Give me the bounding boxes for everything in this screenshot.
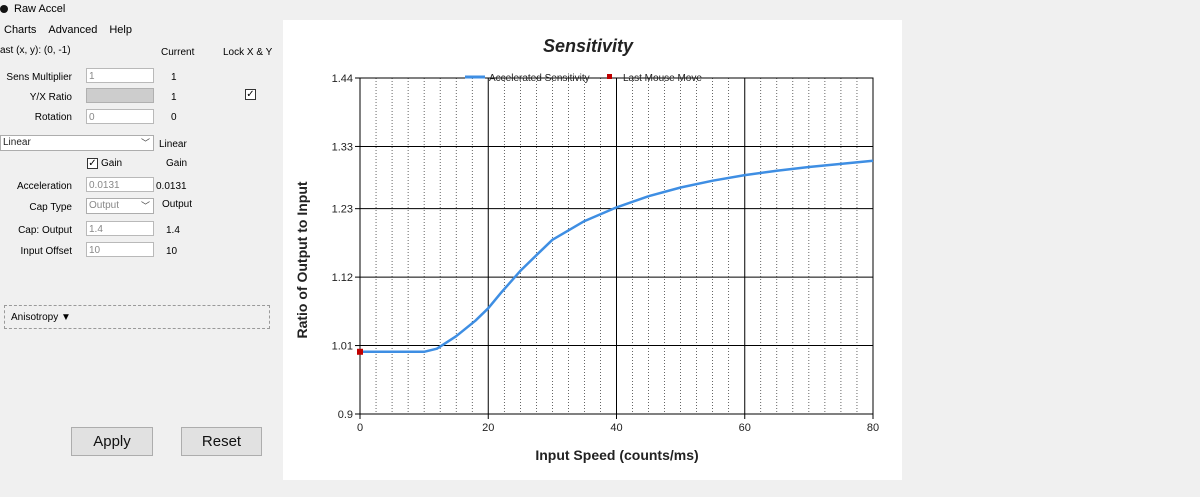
x-tick-label: 0 (357, 422, 363, 434)
x-tick-label: 20 (482, 422, 494, 434)
chart-title: Sensitivity (543, 36, 634, 56)
menu-charts[interactable]: Charts (4, 24, 37, 36)
y-tick-label: 1.33 (332, 141, 353, 153)
gain-current: Gain (166, 158, 188, 169)
rotation-current: 0 (171, 112, 177, 123)
lock-xy-checkbox[interactable]: ✓ (245, 89, 256, 100)
cap-type-dropdown[interactable]: Output ﹀ (86, 198, 154, 214)
y-tick-label: 0.9 (338, 409, 353, 421)
yx-ratio-input[interactable] (86, 88, 154, 103)
chart-panel: Sensitivity 0 20 40 60 80 1.44 1.33 1.23 1.12 1.0… (283, 20, 902, 480)
legend-marker-swatch (607, 74, 612, 79)
acceleration-label: Acceleration (16, 181, 72, 192)
chart-grid (359, 77, 874, 415)
app-icon (0, 5, 8, 13)
anisotropy-toggle[interactable]: Anisotropy ▼ (4, 305, 270, 329)
x-tick-label: 40 (610, 422, 622, 434)
gain-checkbox[interactable]: ✓ (87, 158, 98, 169)
y-tick-label: 1.23 (332, 204, 353, 216)
x-tick-label: 80 (867, 422, 879, 434)
cap-type-selected: Output (89, 200, 120, 211)
y-tick-label: 1.01 (332, 341, 353, 353)
yx-ratio-label: Y/X Ratio (29, 92, 72, 103)
gain-label: Gain (101, 158, 123, 169)
cap-type-label: Cap Type (29, 202, 72, 213)
checkmark-icon: ✓ (88, 157, 97, 169)
sens-multiplier-input[interactable]: 1 (86, 68, 154, 83)
x-tick-label: 60 (739, 422, 751, 434)
right-empty-panel (902, 20, 1200, 480)
y-tick-label: 1.44 (332, 73, 353, 85)
checkmark-icon: ✓ (246, 88, 255, 100)
menu-bar: Charts Advanced Help (0, 22, 140, 40)
accel-type-current: Linear (159, 139, 187, 150)
reset-button[interactable]: Reset (181, 427, 262, 456)
chevron-down-icon: ﹀ (140, 201, 150, 211)
legend-marker-label: Last Mouse Move (623, 73, 702, 84)
rotation-input[interactable]: 0 (86, 109, 154, 124)
x-axis-label: Input Speed (counts/ms) (535, 447, 698, 463)
y-tick-label: 1.12 (332, 272, 353, 284)
legend-series-label: Accelerated Sensitivity (489, 73, 590, 84)
lock-xy-label: Lock X & Y (223, 47, 273, 58)
chart-series-layer (357, 159, 874, 355)
sensitivity-chart: Sensitivity 0 20 40 60 80 1.44 1.33 1.23 1.12 1.0… (294, 36, 880, 463)
rotation-label: Rotation (34, 112, 72, 123)
sens-multiplier-label: Sens Multiplier (6, 72, 72, 83)
accel-type-selected: Linear (3, 137, 31, 148)
current-header: Current (161, 47, 195, 58)
series-line-accelerated-sensitivity (360, 159, 874, 354)
chevron-down-icon: ﹀ (140, 138, 150, 148)
yx-ratio-current: 1 (171, 92, 177, 103)
chart-ticks: 0 20 40 60 80 1.44 1.33 1.23 1.12 1.01 0.9 (332, 73, 880, 434)
cap-output-label: Cap: Output (18, 225, 72, 236)
window-title-bar: Raw Accel (0, 0, 290, 18)
input-offset-current: 10 (166, 246, 178, 257)
sens-multiplier-current: 1 (171, 72, 177, 83)
anisotropy-label: Anisotropy ▼ (11, 312, 71, 323)
last-mouse-move-marker (357, 348, 363, 355)
menu-advanced[interactable]: Advanced (48, 24, 98, 36)
acceleration-current: 0.0131 (156, 181, 187, 192)
accel-type-dropdown[interactable]: Linear ﹀ (0, 135, 154, 151)
menu-help[interactable]: Help (109, 24, 132, 36)
window-title: Raw Accel (14, 3, 66, 15)
input-offset-label: Input Offset (20, 246, 72, 257)
chart-legend: Accelerated Sensitivity Last Mouse Move (465, 73, 702, 84)
last-move-coordinates: ast (x, y): (0, -1) (0, 45, 71, 56)
acceleration-input[interactable]: 0.0131 (86, 177, 154, 192)
input-offset-input[interactable]: 10 (86, 242, 154, 257)
cap-output-current: 1.4 (166, 225, 180, 236)
cap-output-input[interactable]: 1.4 (86, 221, 154, 236)
y-axis-label: Ratio of Output to Input (294, 181, 310, 338)
apply-button[interactable]: Apply (71, 427, 153, 456)
cap-type-current: Output (162, 199, 193, 210)
